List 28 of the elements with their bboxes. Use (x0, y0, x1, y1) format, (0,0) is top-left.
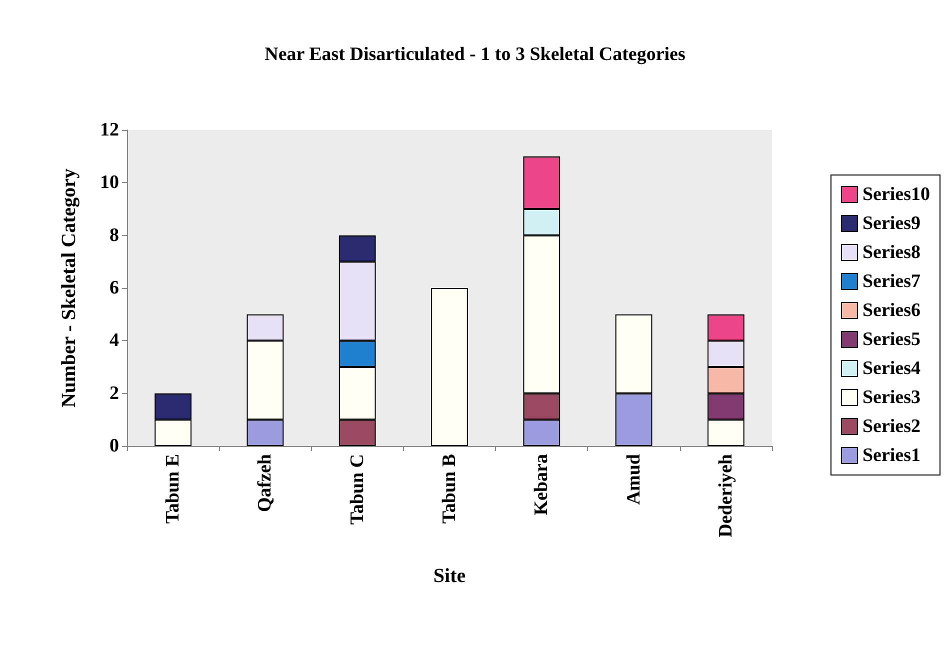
y-tick-label: 6 (110, 278, 119, 298)
legend-label: Series9 (862, 213, 921, 234)
y-tick-label: 0 (110, 436, 119, 456)
legend-label: Series2 (862, 416, 921, 437)
legend-label: Series7 (862, 271, 921, 292)
legend-label: Series6 (862, 300, 921, 321)
x-tick-label: Dederiyeh (715, 454, 736, 538)
bar (431, 288, 468, 446)
legend-label: Series8 (862, 242, 921, 263)
x-tick-label: Tabun E (162, 454, 184, 524)
x-tick-label: Qafzeh (254, 454, 276, 512)
x-tick-label: Amud (623, 454, 644, 505)
legend-label: Series3 (862, 387, 921, 408)
x-tick-label: Kebara (531, 454, 552, 516)
legend-label: Series1 (862, 445, 921, 466)
y-tick-label: 2 (110, 382, 119, 404)
legend-label: Series5 (862, 329, 921, 350)
chart-title: Near East Disarticulated - 1 to 3 Skeletal Categories (264, 44, 686, 65)
legend-label: Series4 (862, 358, 921, 379)
x-tick-label: Tabun B (439, 454, 460, 524)
legend-label: Series10 (862, 184, 930, 205)
y-tick-label: 4 (110, 330, 120, 352)
y-tick-label: 10 (100, 172, 119, 194)
y-tick-label: 8 (110, 224, 119, 246)
x-tick-label: Tabun C (346, 454, 368, 525)
y-axis-title: Number - Skeletal Category (58, 168, 80, 408)
x-axis-title: Site (433, 565, 466, 587)
y-tick-label: 12 (100, 120, 119, 140)
